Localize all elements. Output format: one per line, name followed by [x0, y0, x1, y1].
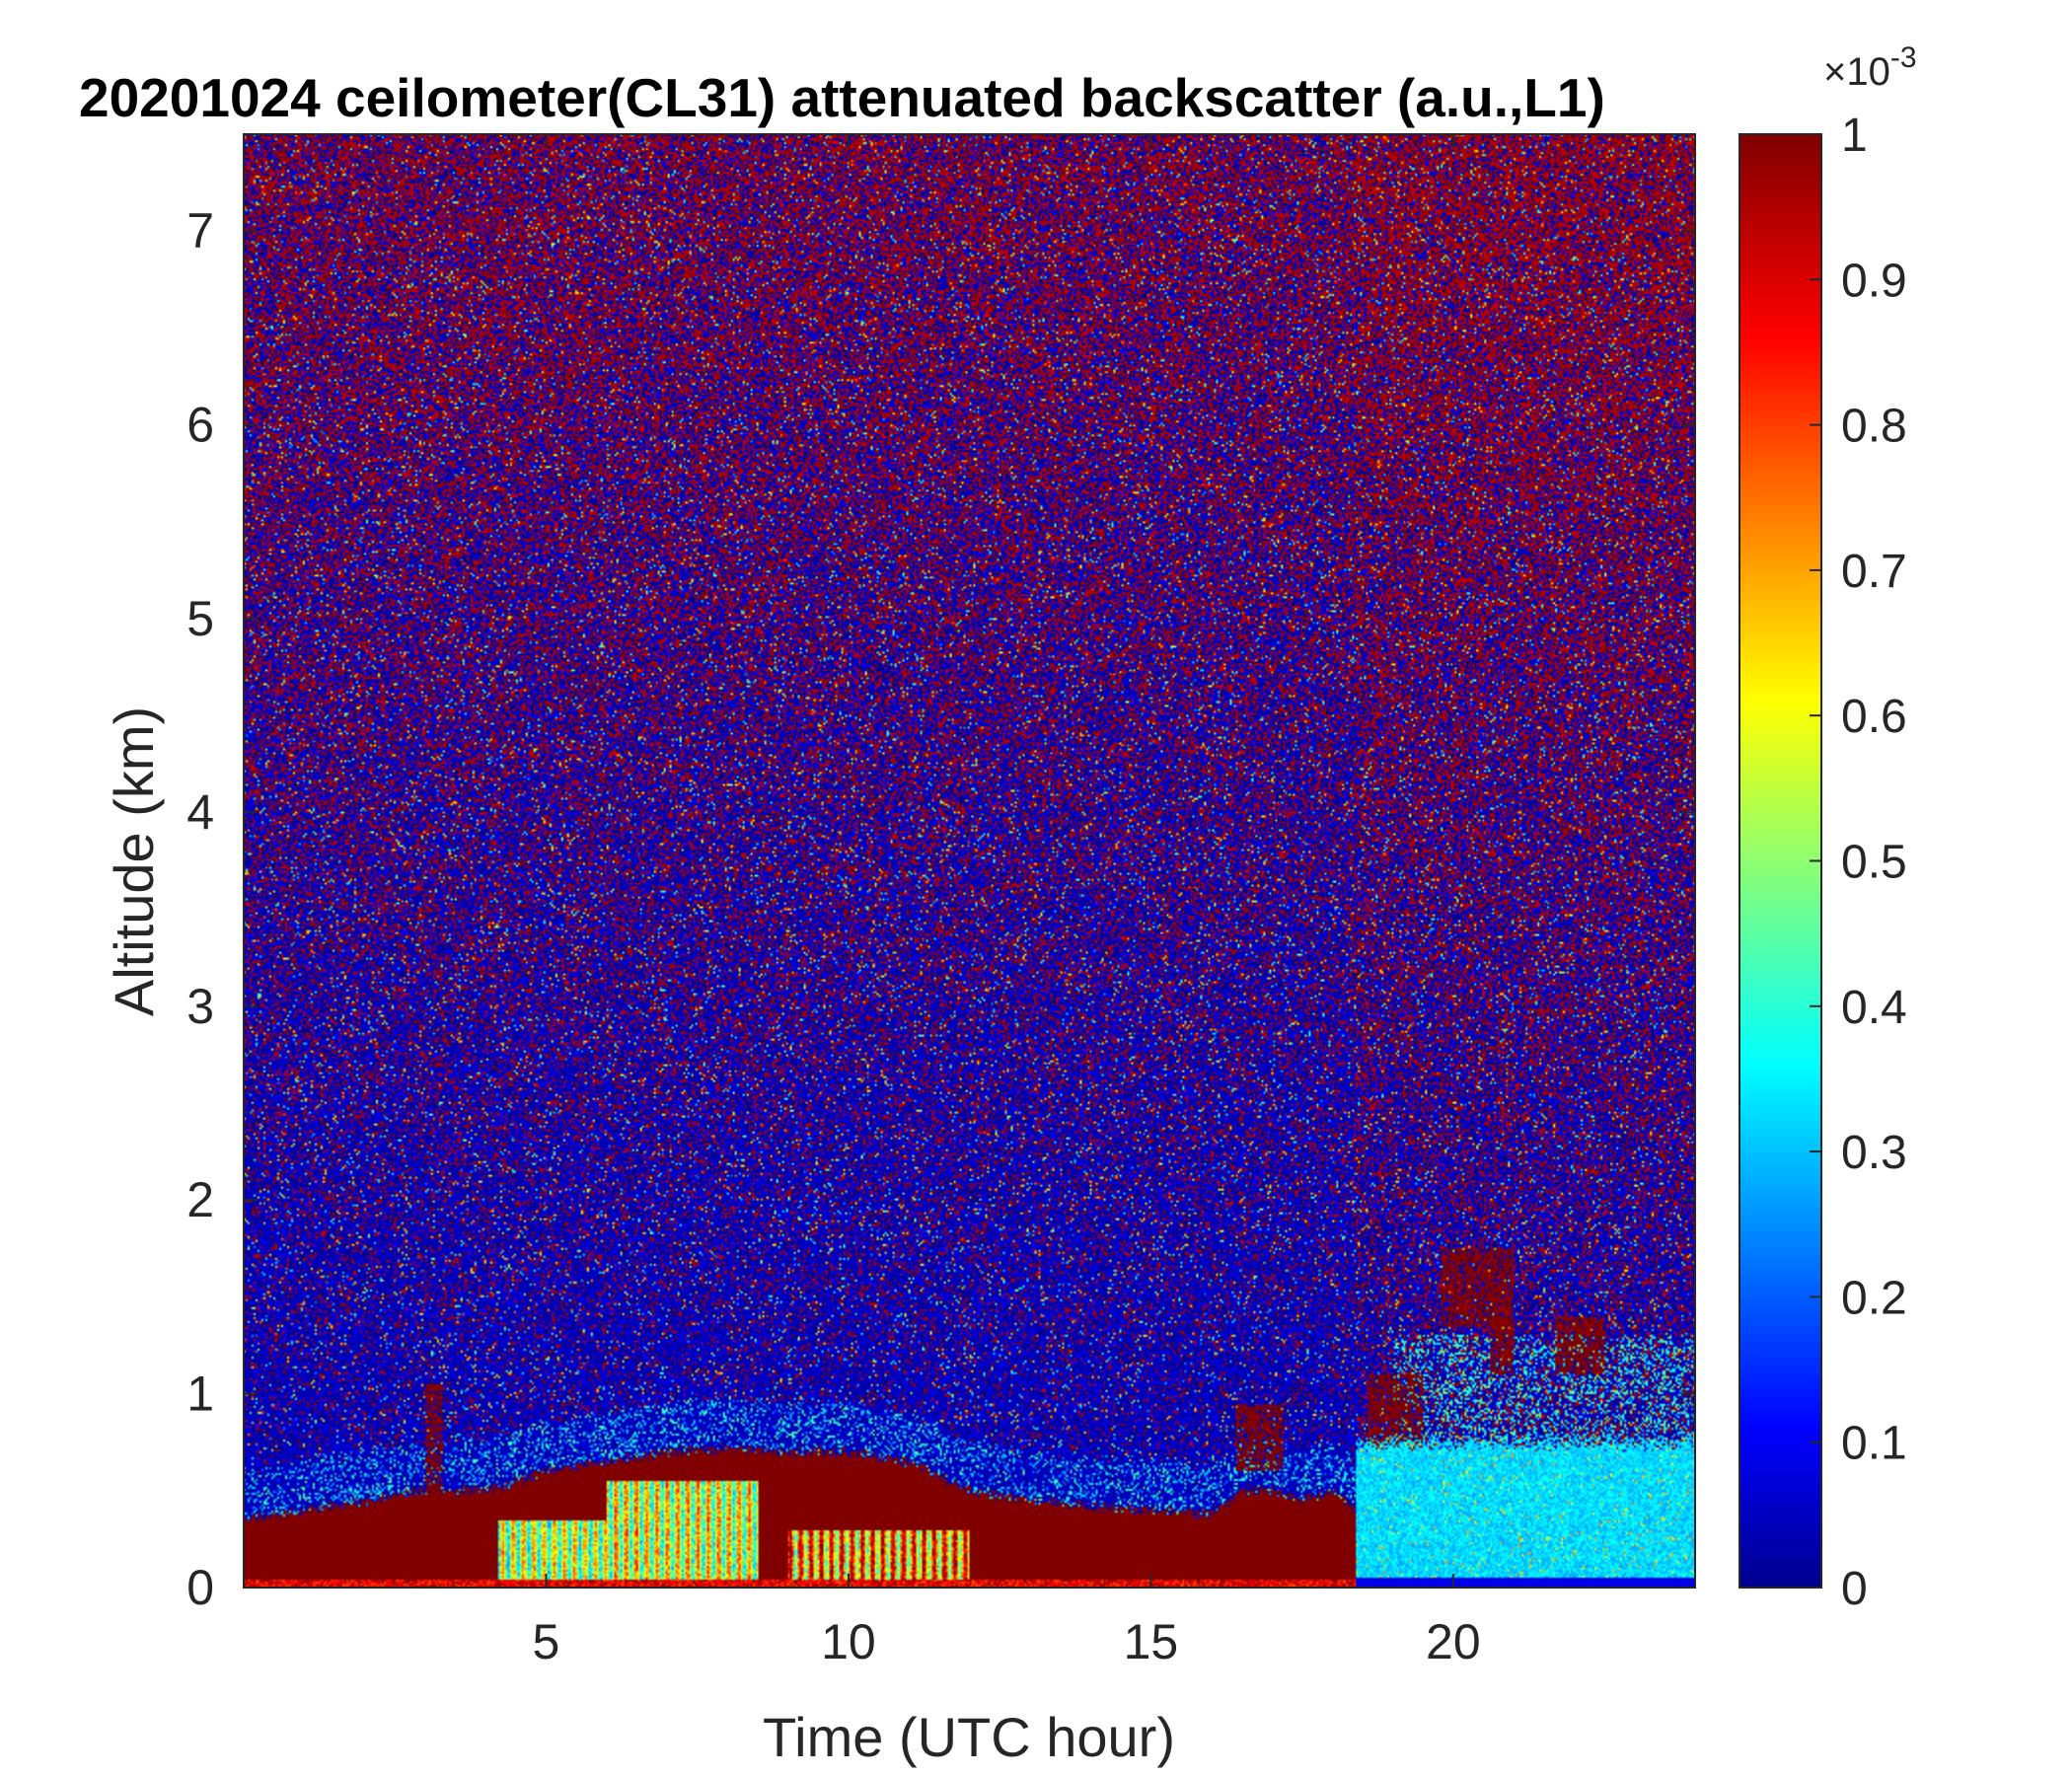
colorbar-exponent-base: ×10: [1823, 50, 1890, 94]
colorbar-tick-label: 0.8: [1841, 401, 1907, 453]
plot-frame: [243, 133, 1696, 1589]
colorbar-tick-label: 0.3: [1841, 1127, 1907, 1179]
colorbar-tick-label: 0: [1841, 1563, 1868, 1615]
y-tick-label: 0: [186, 1560, 214, 1615]
colorbar: 0 0.1 0.2 0.3 0.4 0.5 0.6 0.7 0.8 0.9 1 ×10-3: [1739, 41, 1917, 1615]
backscatter-heatmap: [244, 134, 1695, 1588]
chart-title: 20201024 ceilometer(CL31) attenuated bac…: [79, 67, 1605, 128]
colorbar-tick-label: 0.5: [1841, 837, 1907, 889]
y-tick-label: 4: [186, 784, 214, 840]
x-axis: 5 10 15 20: [533, 134, 1481, 1669]
plot-area: [243, 133, 1696, 1589]
colorbar-ticks: 0 0.1 0.2 0.3 0.4 0.5 0.6 0.7 0.8 0.9 1: [1810, 110, 1907, 1615]
colorbar-tick-label: 0.9: [1841, 255, 1907, 307]
x-tick-label: 15: [1124, 1614, 1179, 1669]
y-axis: 0 1 2 3 4 5 6 7: [186, 203, 1695, 1615]
colorbar-exponent-power: -3: [1890, 41, 1917, 74]
colorbar-tick-label: 1: [1841, 110, 1868, 162]
x-tick-label: 20: [1426, 1614, 1481, 1669]
x-tick-label: 10: [821, 1614, 876, 1669]
colorbar-exponent: ×10-3: [1823, 41, 1917, 94]
x-tick-label: 5: [533, 1614, 560, 1669]
y-tick-label: 3: [186, 979, 214, 1034]
y-tick-label: 1: [186, 1367, 214, 1422]
y-tick-label: 6: [186, 398, 214, 453]
colorbar-tick-label: 0.1: [1841, 1418, 1907, 1470]
y-axis-label: Altitude (km): [103, 706, 165, 1016]
colorbar-tick-label: 0.4: [1841, 982, 1907, 1034]
colorbar-tick-label: 0.6: [1841, 691, 1907, 743]
y-tick-label: 7: [186, 203, 214, 259]
x-axis-label: Time (UTC hour): [763, 1706, 1175, 1768]
y-tick-label: 5: [186, 591, 214, 646]
colorbar-tick-label: 0.2: [1841, 1272, 1907, 1324]
colorbar-tick-label: 0.7: [1841, 546, 1907, 598]
y-tick-label: 2: [186, 1172, 214, 1227]
colorbar-gradient: [1739, 133, 1822, 1589]
